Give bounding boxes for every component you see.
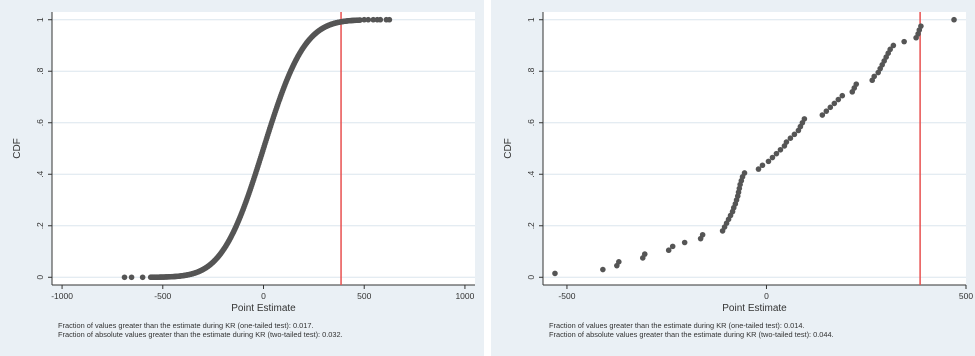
left-chart-panel: 0 .2 .4 .6 .8 1 -1000 -500 0 500 1000 Point Estimat… (0, 0, 484, 356)
data-point (887, 46, 893, 53)
x-tick-label: -500 (154, 291, 171, 301)
data-point (783, 139, 790, 145)
data-point (665, 247, 672, 254)
left-note-one-tailed: Fraction of values greater than the esti… (58, 321, 314, 330)
x-tick-label: 0 (764, 291, 769, 301)
data-point (823, 108, 830, 114)
data-point (699, 231, 706, 238)
data-point (951, 16, 957, 23)
x-axis-title: Point Estimate (722, 303, 787, 314)
y-tick-label: .2 (35, 222, 45, 229)
y-tick-label: .6 (526, 119, 536, 126)
data-point (365, 16, 372, 23)
data-point (769, 154, 776, 161)
y-tick-label: 1 (526, 17, 536, 22)
data-point (128, 274, 135, 281)
data-point (765, 158, 772, 165)
right-note-one-tailed: Fraction of values greater than the esti… (549, 321, 805, 330)
data-point (370, 16, 377, 23)
x-tick-label: 0 (261, 291, 266, 301)
data-point (600, 266, 606, 273)
data-point (801, 116, 808, 122)
data-point (121, 274, 128, 281)
data-point (759, 162, 766, 169)
left-chart: 0 .2 .4 .6 .8 1 -1000 -500 0 500 1000 Point Estimat… (12, 12, 475, 314)
data-point (853, 81, 860, 87)
y-tick-label: .8 (526, 67, 536, 74)
data-point (839, 92, 846, 99)
x-axis-title: Point Estimate (231, 303, 296, 314)
data-point (357, 17, 363, 23)
plot-area (543, 12, 966, 285)
x-tick-label: -500 (558, 291, 575, 301)
data-point (755, 166, 762, 172)
data-point (777, 146, 784, 153)
data-point (361, 16, 368, 23)
data-point (835, 96, 842, 103)
y-tick-label: .4 (35, 170, 45, 177)
data-point (901, 38, 907, 45)
y-tick-label: .6 (35, 119, 45, 126)
data-point (827, 104, 834, 111)
x-tick-label: -1000 (51, 291, 73, 301)
data-point (669, 243, 676, 250)
x-tick-label: 500 (959, 291, 973, 301)
data-point (890, 42, 897, 49)
y-tick-label: 0 (526, 275, 536, 280)
data-point (787, 135, 794, 141)
right-chart: 0 .2 .4 .6 .8 1 -500 0 500 Point Estimate CDF (503, 12, 973, 314)
data-point (871, 73, 878, 80)
y-tick-label: .4 (526, 170, 536, 177)
x-tick-label: 1000 (455, 291, 474, 301)
data-point (386, 16, 393, 23)
x-tick-label: 500 (357, 291, 371, 301)
data-point (791, 131, 798, 138)
y-tick-label: .2 (526, 222, 536, 229)
data-point (819, 112, 826, 118)
data-point (773, 150, 780, 157)
data-point (741, 170, 748, 176)
y-axis-title: CDF (12, 138, 23, 159)
y-axis-title: CDF (503, 138, 514, 159)
data-point (918, 23, 924, 29)
data-point (139, 274, 146, 281)
right-chart-panel: 0 .2 .4 .6 .8 1 -500 0 500 Point Estimate CDF Frac… (491, 0, 975, 356)
data-point (552, 270, 558, 277)
data-point (831, 100, 838, 107)
right-note-two-tailed: Fraction of absolute values greater than… (549, 330, 834, 339)
data-point (681, 239, 688, 246)
y-tick-label: .8 (35, 67, 45, 74)
y-tick-label: 1 (35, 17, 45, 22)
y-tick-label: 0 (35, 275, 45, 280)
left-note-two-tailed: Fraction of absolute values greater than… (58, 330, 343, 339)
data-point (641, 251, 648, 257)
data-point (377, 16, 384, 23)
data-point (616, 259, 622, 265)
